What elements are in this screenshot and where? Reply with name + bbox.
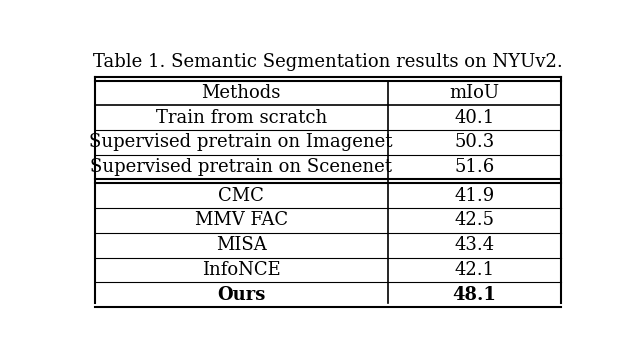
Text: mIoU: mIoU [449, 84, 499, 102]
Text: InfoNCE: InfoNCE [202, 261, 280, 279]
Text: CMC: CMC [218, 187, 264, 205]
Text: Methods: Methods [202, 84, 281, 102]
Text: Table 1. Semantic Segmentation results on NYUv2.: Table 1. Semantic Segmentation results o… [93, 53, 563, 71]
Text: Ours: Ours [217, 286, 266, 303]
Text: 42.1: 42.1 [454, 261, 494, 279]
Text: 43.4: 43.4 [454, 236, 494, 254]
Text: 41.9: 41.9 [454, 187, 495, 205]
Text: MMV FAC: MMV FAC [195, 211, 288, 230]
Text: Train from scratch: Train from scratch [156, 108, 327, 127]
Text: Supervised pretrain on Scenenet: Supervised pretrain on Scenenet [90, 158, 392, 176]
Text: 51.6: 51.6 [454, 158, 495, 176]
Text: 42.5: 42.5 [454, 211, 494, 230]
Text: 40.1: 40.1 [454, 108, 495, 127]
Text: 50.3: 50.3 [454, 133, 495, 151]
Text: Supervised pretrain on Imagenet: Supervised pretrain on Imagenet [90, 133, 393, 151]
Text: MISA: MISA [216, 236, 267, 254]
Text: 48.1: 48.1 [452, 286, 496, 303]
